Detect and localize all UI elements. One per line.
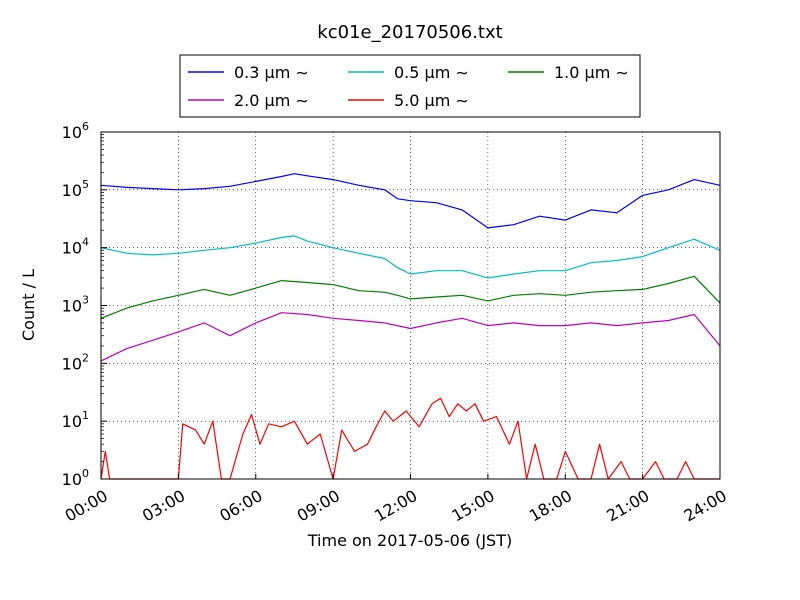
x-tick-label: 12:00 xyxy=(371,486,420,526)
series-line-2 xyxy=(100,275,721,319)
x-tick-label: 06:00 xyxy=(216,486,265,526)
legend: 0.3 μm ∼ 0.5 μm ∼ 1.0 μm ∼ 2.0 μm ∼ 5.0 μm ∼ xyxy=(179,54,641,118)
series-lines xyxy=(100,173,721,480)
y-tick-label: 103 xyxy=(62,294,89,316)
legend-box xyxy=(179,54,641,118)
y-axis-ticks: 100 101 102 103 104 105 106 xyxy=(62,120,107,489)
series-line-0 xyxy=(100,173,721,229)
y-axis-label: Count / L xyxy=(19,269,38,341)
y-tick-label: 102 xyxy=(62,351,89,373)
x-tick-label: 00:00 xyxy=(62,486,111,526)
x-tick-label: 09:00 xyxy=(294,486,343,526)
legend-entry: 1.0 μm ∼ xyxy=(554,63,629,82)
y-tick-label: 101 xyxy=(62,409,89,431)
series-line-3 xyxy=(100,312,721,362)
legend-entry: 0.5 μm ∼ xyxy=(394,63,469,82)
y-tick-label: 100 xyxy=(62,467,89,489)
x-tick-label: 15:00 xyxy=(448,486,497,526)
plot-area xyxy=(101,132,720,479)
legend-entry: 5.0 μm ∼ xyxy=(394,91,469,110)
y-tick-label: 104 xyxy=(62,236,89,258)
x-axis-label: Time on 2017-05-06 (JST) xyxy=(307,531,512,550)
y-tick-label: 106 xyxy=(62,120,89,142)
legend-entry: 0.3 μm ∼ xyxy=(234,63,309,82)
x-tick-label: 18:00 xyxy=(526,486,575,526)
chart-title: kc01e_20170506.txt xyxy=(317,22,502,43)
legend-entry: 2.0 μm ∼ xyxy=(234,91,309,110)
x-tick-label: 03:00 xyxy=(139,486,188,526)
y-tick-label: 105 xyxy=(62,178,89,200)
x-tick-label: 24:00 xyxy=(681,486,730,526)
series-line-1 xyxy=(100,235,721,279)
series-line-4 xyxy=(100,397,720,480)
x-axis-ticks: 00:00 03:00 06:00 09:00 12:00 15:00 18:00 21:00… xyxy=(62,474,730,526)
x-tick-label: 21:00 xyxy=(603,486,652,526)
